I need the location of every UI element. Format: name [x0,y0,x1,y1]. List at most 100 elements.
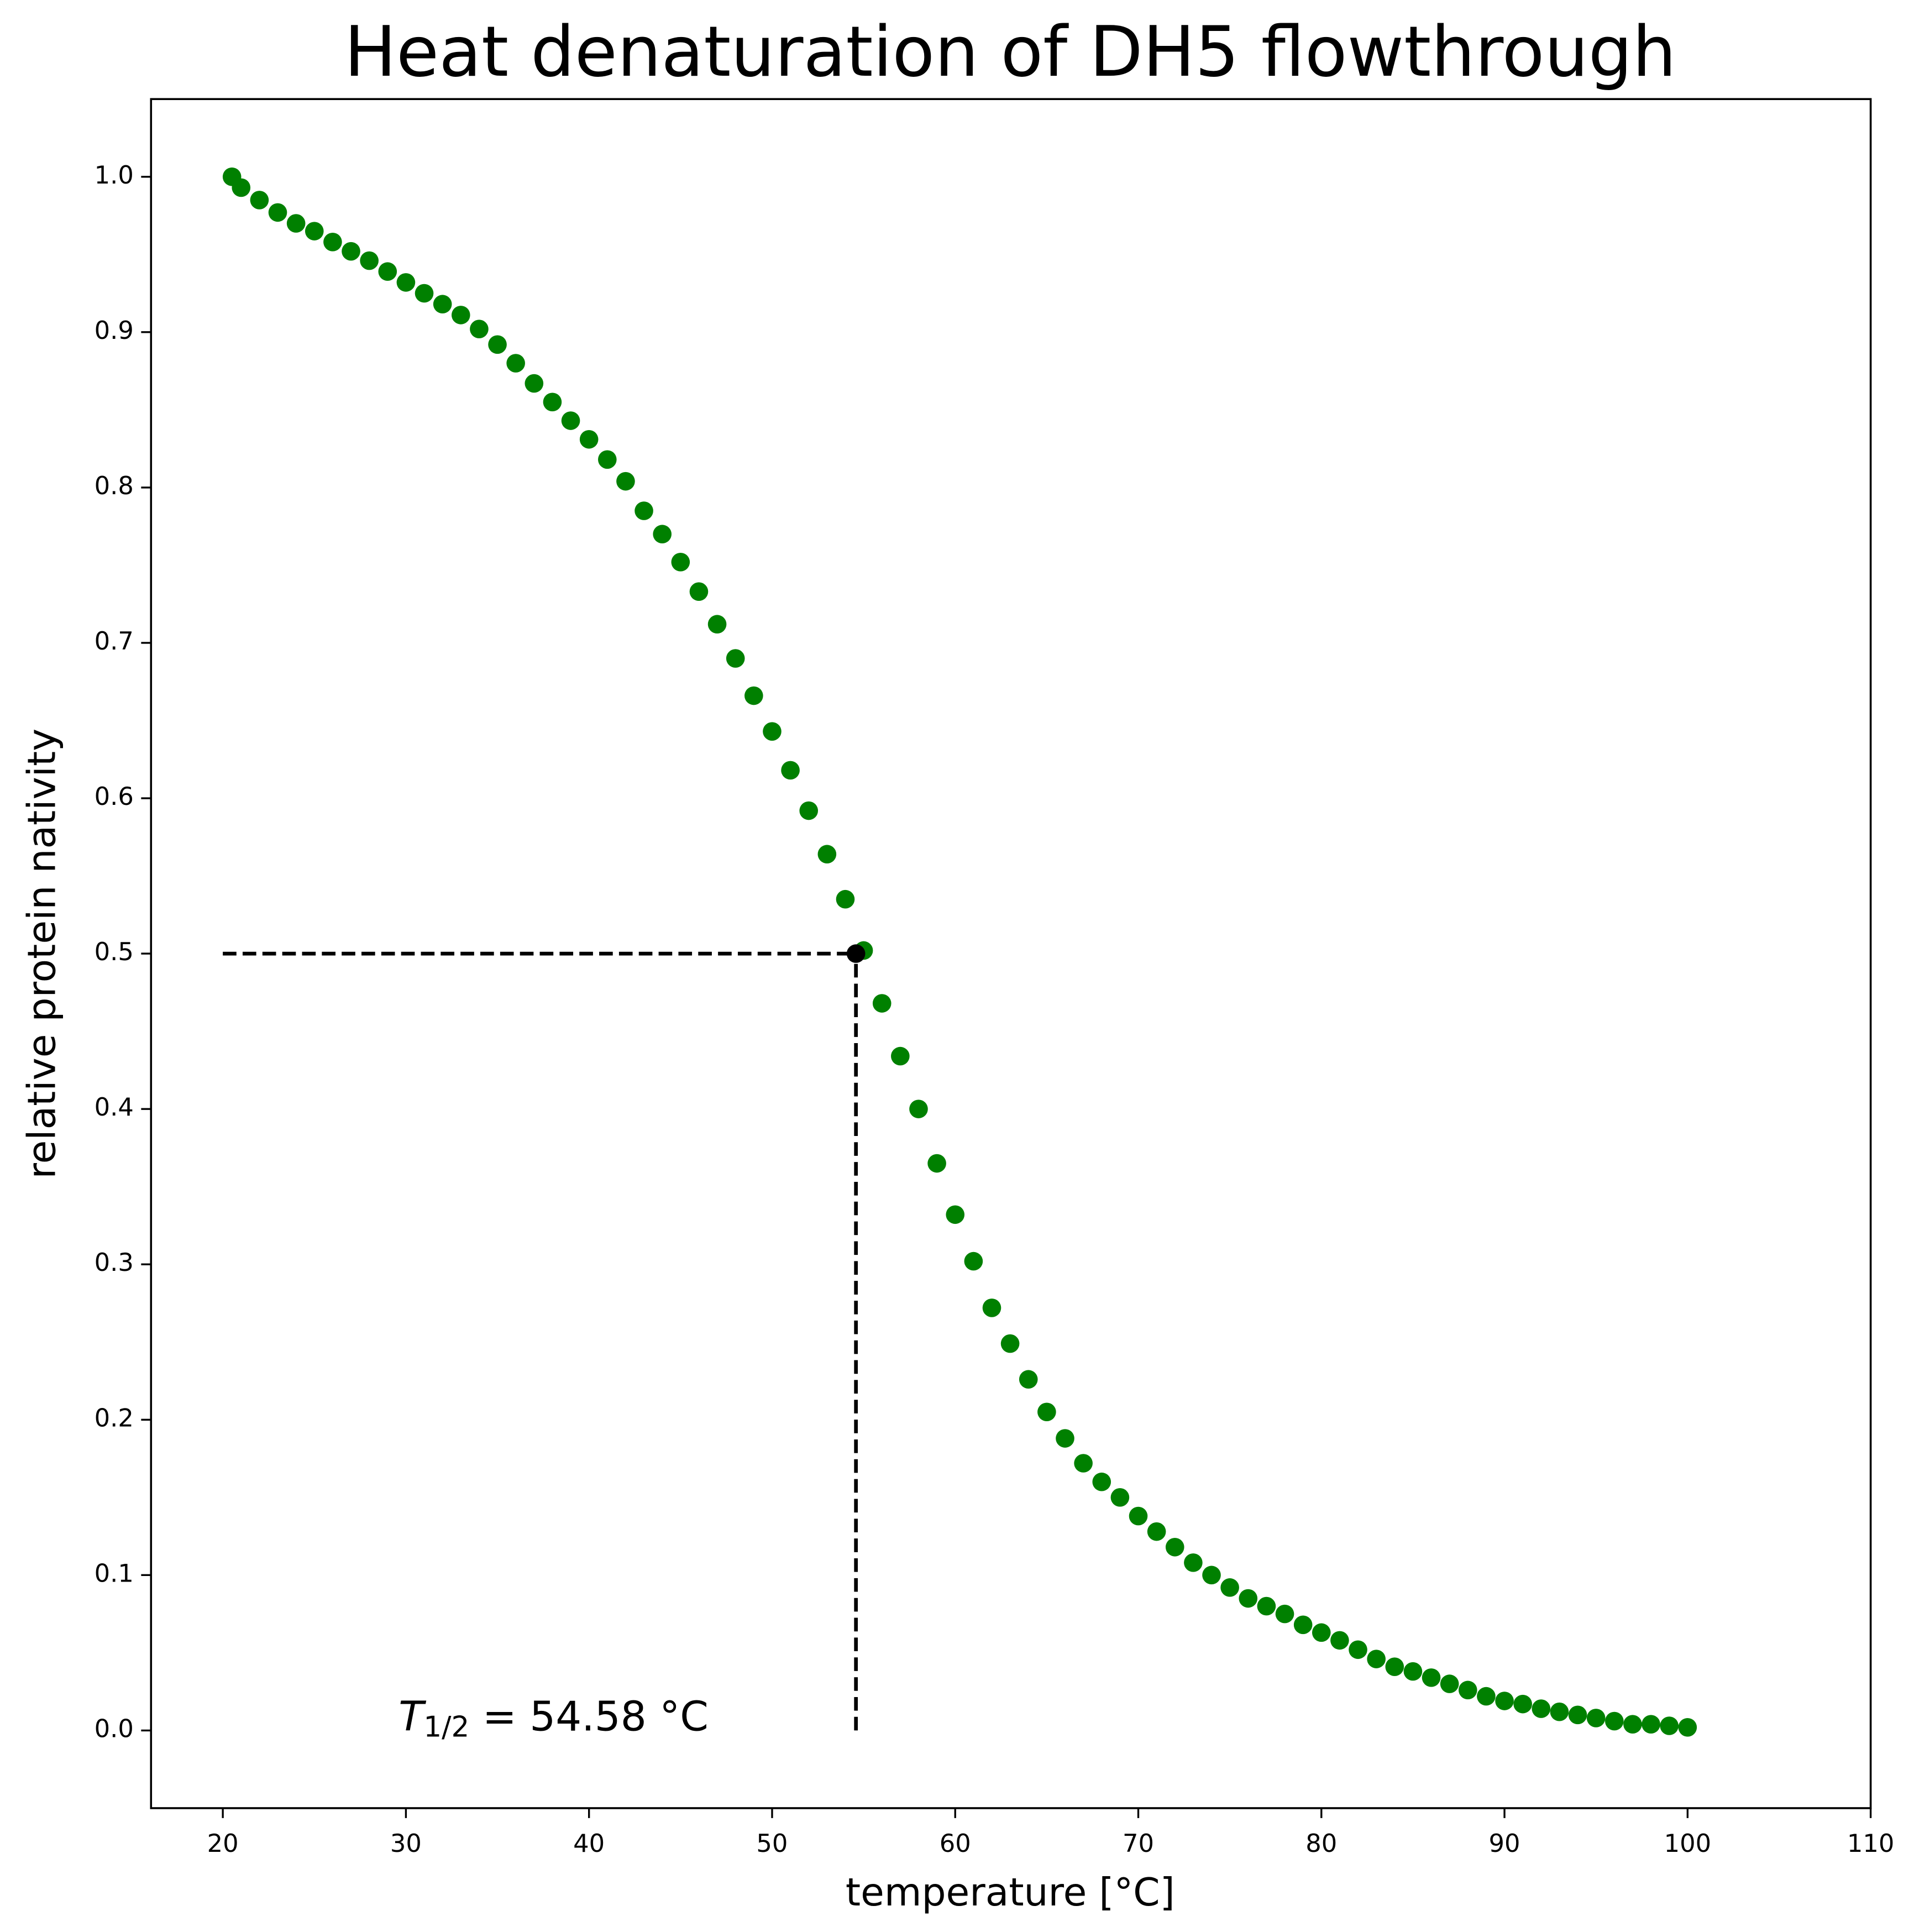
data-point [1000,1334,1020,1353]
y-axis-label: relative protein nativity [20,729,65,1179]
data-point [1037,1402,1056,1422]
y-tick-label: 0.7 [95,626,134,656]
data-point [1586,1709,1606,1727]
data-point [342,242,360,261]
data-point [982,1299,1001,1317]
data-point [707,615,727,634]
data-point [1623,1715,1642,1734]
data-point [378,262,397,281]
data-point [1202,1566,1221,1585]
data-point [689,582,709,601]
data-point [799,801,819,820]
x-tick-label: 70 [1123,1829,1154,1858]
y-tick-label: 0.1 [95,1558,134,1588]
data-point [671,553,690,572]
annotation-symbol: T [398,1693,426,1740]
data-point [1293,1615,1313,1635]
data-point [1660,1716,1679,1735]
data-point [634,501,653,520]
data-point [1513,1694,1532,1714]
data-point [506,354,525,373]
data-point [1403,1662,1423,1681]
data-point [268,203,287,222]
data-point [1477,1687,1496,1706]
y-tick-label: 0.9 [95,316,134,345]
annotation-subscript: 1/2 [423,1711,469,1744]
data-point [1220,1578,1239,1597]
half-point [846,944,866,963]
data-point [616,472,635,491]
annotation: T1/2 = 54.58 °C [398,1693,709,1743]
data-point [1129,1506,1148,1526]
data-point [1184,1553,1203,1572]
data-point [1147,1522,1166,1541]
data-point [1257,1596,1276,1616]
data-point [323,233,342,252]
data-point [598,450,617,469]
data-point [927,1154,946,1173]
y-tick-label: 0.8 [95,471,134,500]
data-point [1568,1705,1587,1725]
data-point [1092,1472,1111,1491]
data-point [1550,1702,1569,1721]
annotation-text: = 54.58 °C [469,1693,709,1740]
data-point [488,335,507,354]
data-point [1056,1429,1074,1448]
data-point [1458,1680,1477,1700]
data-point [1495,1692,1514,1710]
data-point [1110,1488,1130,1507]
y-tick-label: 0.3 [95,1248,134,1277]
x-tick-label: 20 [207,1829,239,1858]
y-tick-label: 0.5 [95,937,134,966]
data-point [1422,1668,1441,1687]
data-point [1019,1370,1038,1389]
y-tick-label: 0.4 [95,1092,134,1122]
data-point [964,1252,983,1271]
data-point [946,1205,965,1224]
data-point [726,649,745,668]
x-tick-label: 50 [756,1829,788,1858]
data-point [763,722,782,741]
x-tick-label: 100 [1664,1829,1712,1858]
data-point [1239,1589,1258,1608]
data-point [1385,1657,1404,1676]
x-tick-label: 40 [573,1829,605,1858]
x-tick-label: 30 [390,1829,422,1858]
y-tick-label: 0.0 [95,1714,134,1743]
data-point [232,178,251,197]
data-point [1275,1604,1294,1624]
data-point [744,686,763,705]
data-point [1367,1650,1386,1668]
data-point [1074,1454,1093,1473]
data-point [909,1099,928,1118]
data-point [305,222,324,240]
data-point [1532,1699,1551,1718]
data-point [433,295,452,314]
y-tick-label: 1.0 [95,160,134,190]
data-point [1440,1674,1459,1693]
data-point [360,251,379,270]
data-point [1349,1640,1367,1659]
x-tick-label: 60 [940,1829,971,1858]
data-point [525,374,544,393]
data-point [1330,1631,1349,1650]
data-point [817,845,837,864]
data-point [250,191,269,210]
data-point [891,1046,910,1066]
data-point [451,306,470,324]
data-point [1678,1718,1697,1737]
y-tick-label: 0.6 [95,782,134,811]
data-point [1642,1715,1660,1734]
plot-frame [150,98,1872,1809]
x-axis-label: temperature [°C] [846,1871,1175,1915]
data-point [653,525,672,544]
data-point [543,392,562,412]
x-tick-label: 80 [1305,1829,1337,1858]
chart-title: Heat denaturation of DH5 flowthrough [344,12,1676,92]
data-point [872,994,892,1013]
x-tick-label: 90 [1489,1829,1520,1858]
data-point [415,284,434,303]
data-point [579,430,599,449]
